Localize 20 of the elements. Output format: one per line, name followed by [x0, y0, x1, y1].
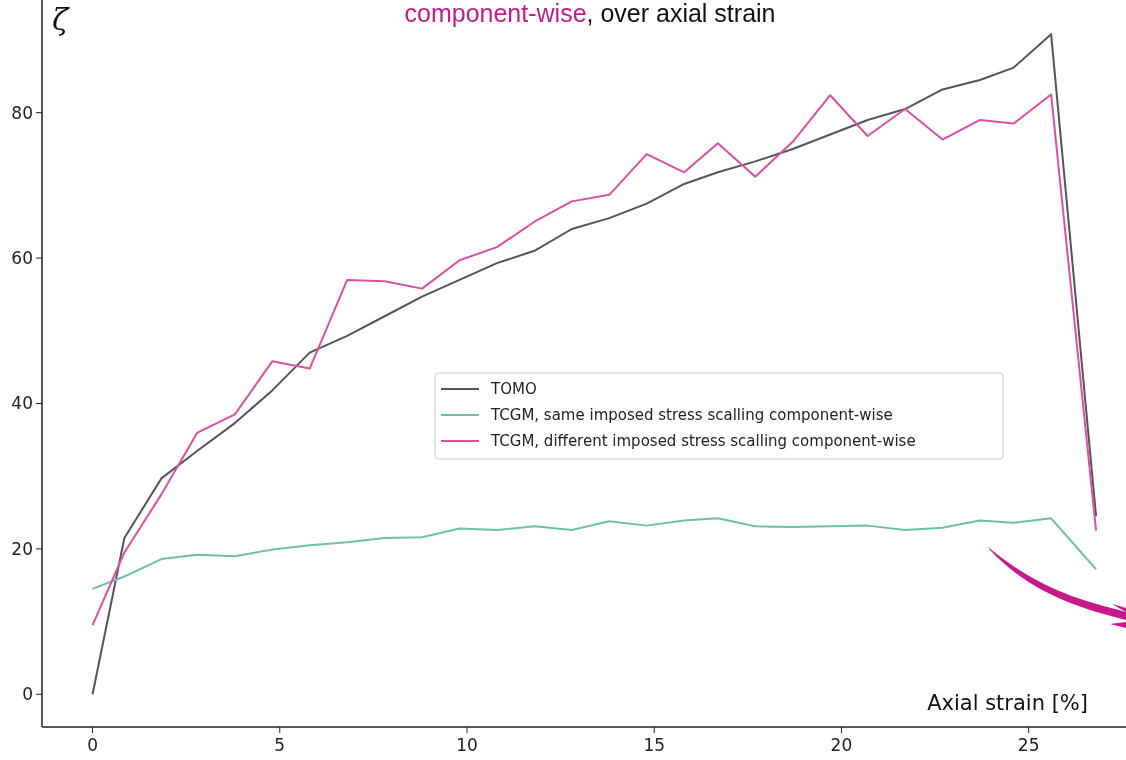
- y-tick-label: 80: [11, 102, 33, 123]
- legend-label: TCGM, different imposed stress scalling component-wise: [490, 432, 916, 451]
- x-tick-label: 15: [643, 735, 666, 755]
- y-tick-label: 20: [11, 538, 33, 559]
- x-tick-label: 25: [1017, 735, 1040, 755]
- line-series: [91, 517, 1098, 590]
- x-tick-label: 10: [456, 735, 478, 755]
- y-tick-label: 60: [11, 248, 33, 269]
- legend-label: TOMO: [490, 380, 537, 399]
- y-tick-label: 0: [22, 684, 33, 705]
- x-tick-label: 0: [87, 735, 98, 755]
- y-axis-title: ζ: [52, 2, 70, 37]
- y-tick-label: 40: [11, 393, 33, 414]
- x-axis-title: Axial strain [%]: [927, 691, 1088, 715]
- line-series: [91, 93, 1098, 627]
- x-tick-label: 20: [830, 735, 853, 755]
- line-series: [91, 33, 1098, 696]
- x-tick-label: 5: [274, 735, 286, 755]
- chart-title: component-wise, over axial strain: [404, 0, 776, 27]
- legend-label: TCGM, same imposed stress scalling component-wise: [490, 406, 893, 425]
